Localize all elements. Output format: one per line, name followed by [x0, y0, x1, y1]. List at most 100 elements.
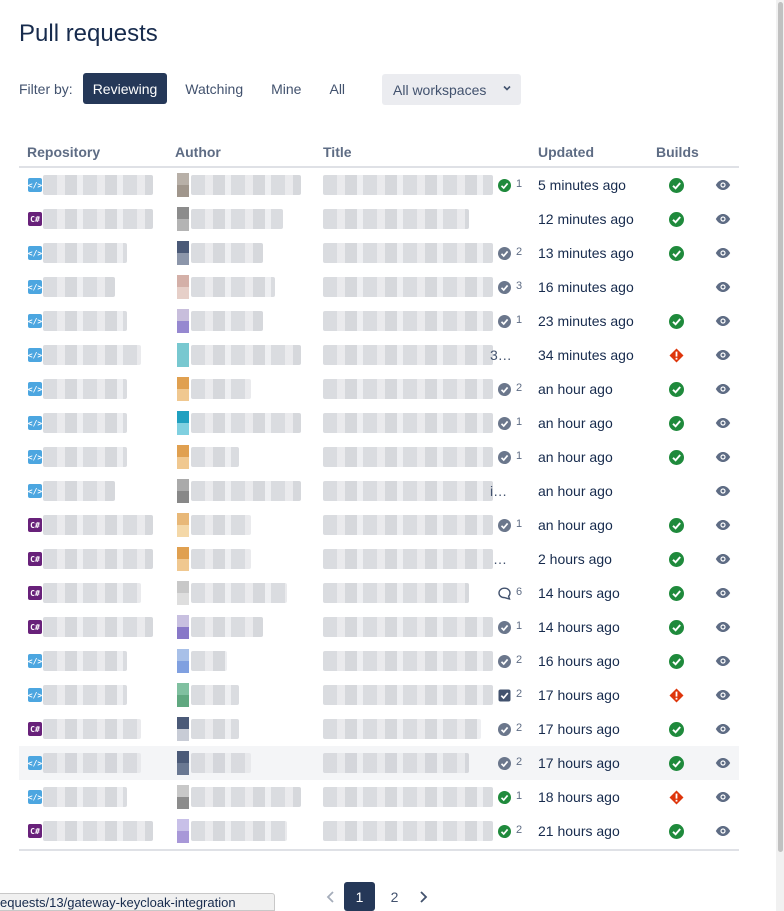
eye-icon[interactable]: [715, 247, 731, 259]
repository-name-redacted[interactable]: [43, 821, 153, 841]
repository-name-redacted[interactable]: [43, 719, 141, 739]
eye-icon[interactable]: [715, 383, 731, 395]
workspace-select[interactable]: All workspaces: [382, 74, 521, 105]
pr-title-redacted[interactable]: [323, 821, 493, 841]
repository-name-redacted[interactable]: [43, 379, 127, 399]
repository-name-redacted[interactable]: [43, 753, 141, 773]
author-name-redacted: [191, 617, 263, 637]
table-row[interactable]: </> 1 18 hours ago: [19, 780, 739, 814]
table-row[interactable]: </> 2 an hour ago: [19, 372, 739, 406]
eye-icon[interactable]: [715, 757, 731, 769]
eye-icon[interactable]: [715, 213, 731, 225]
pr-title-redacted[interactable]: [323, 277, 493, 297]
page-1-button[interactable]: 1: [344, 882, 375, 911]
repository-name-redacted[interactable]: [43, 311, 127, 331]
table-row[interactable]: </> i… an hour ago: [19, 474, 739, 508]
pr-title-redacted[interactable]: [323, 413, 493, 433]
pr-title-redacted[interactable]: [323, 549, 493, 569]
repository-name-redacted[interactable]: [43, 787, 127, 807]
filter-watching-button[interactable]: Watching: [175, 73, 253, 104]
scrollbar-thumb[interactable]: [778, 2, 783, 852]
table-row[interactable]: C# 2 17 hours ago: [19, 712, 739, 746]
eye-icon[interactable]: [715, 315, 731, 327]
eye-icon[interactable]: [715, 451, 731, 463]
pr-title-redacted[interactable]: [323, 243, 493, 263]
eye-icon[interactable]: [715, 791, 731, 803]
repository-name-redacted[interactable]: [43, 413, 127, 433]
pr-title-redacted[interactable]: [323, 447, 493, 467]
table-row[interactable]: </> 3… 34 minutes ago: [19, 338, 739, 372]
pr-title-redacted[interactable]: [323, 787, 493, 807]
pr-title-redacted[interactable]: [323, 311, 493, 331]
repository-name-redacted[interactable]: [43, 685, 127, 705]
table-row[interactable]: </> 1 an hour ago: [19, 406, 739, 440]
eye-icon[interactable]: [715, 485, 731, 497]
repository-name-redacted[interactable]: [43, 175, 153, 195]
repository-name-redacted[interactable]: [43, 515, 153, 535]
column-builds[interactable]: Builds: [656, 144, 699, 160]
table-row[interactable]: </> 1 5 minutes ago: [19, 168, 739, 202]
filter-reviewing-button[interactable]: Reviewing: [82, 73, 168, 104]
next-page-button[interactable]: [412, 882, 434, 911]
table-row[interactable]: </> 2 17 hours ago: [19, 746, 739, 780]
page-2-button[interactable]: 2: [390, 888, 399, 905]
repository-name-redacted[interactable]: [43, 243, 127, 263]
pr-title-redacted[interactable]: [323, 685, 493, 705]
pr-title-redacted[interactable]: [323, 651, 493, 671]
repository-name-redacted[interactable]: [43, 617, 153, 637]
pr-title-redacted[interactable]: [323, 719, 481, 739]
table-row[interactable]: C# 6 14 hours ago: [19, 576, 739, 610]
table-row[interactable]: C# 2 21 hours ago: [19, 814, 739, 848]
pr-title-redacted[interactable]: [323, 481, 493, 501]
repository-name-redacted[interactable]: [43, 549, 153, 569]
eye-icon[interactable]: [715, 179, 731, 191]
repository-name-redacted[interactable]: [43, 447, 127, 467]
eye-icon[interactable]: [715, 723, 731, 735]
table-row[interactable]: </> 1 23 minutes ago: [19, 304, 739, 338]
pr-title-redacted[interactable]: [323, 583, 469, 603]
table-row[interactable]: C# 12 minutes ago: [19, 202, 739, 236]
pr-title-redacted[interactable]: [323, 753, 469, 773]
check-circle-gray-icon: [498, 417, 511, 430]
table-row[interactable]: C# 1 an hour ago: [19, 508, 739, 542]
table-row[interactable]: </> 2 17 hours ago: [19, 678, 739, 712]
repository-name-redacted[interactable]: [43, 481, 115, 501]
repository-name-redacted[interactable]: [43, 209, 153, 229]
repository-name-redacted[interactable]: [43, 651, 127, 671]
eye-icon[interactable]: [715, 587, 731, 599]
eye-icon[interactable]: [715, 655, 731, 667]
column-updated[interactable]: Updated: [538, 144, 594, 160]
table-row[interactable]: </> 2 13 minutes ago: [19, 236, 739, 270]
eye-icon[interactable]: [715, 519, 731, 531]
table-row[interactable]: C# … 2 hours ago: [19, 542, 739, 576]
eye-icon[interactable]: [715, 417, 731, 429]
eye-icon[interactable]: [715, 349, 731, 361]
pr-title-redacted[interactable]: [323, 379, 493, 399]
eye-icon[interactable]: [715, 689, 731, 701]
pr-title-redacted[interactable]: [323, 515, 493, 535]
table-row[interactable]: </> 2 16 hours ago: [19, 644, 739, 678]
repository-name-redacted[interactable]: [43, 583, 141, 603]
activity-count: 1: [516, 178, 523, 190]
repository-name-redacted[interactable]: [43, 277, 115, 297]
eye-icon[interactable]: [715, 825, 731, 837]
pr-title-redacted[interactable]: [323, 617, 493, 637]
filter-mine-button[interactable]: Mine: [261, 73, 311, 104]
column-title[interactable]: Title: [323, 144, 352, 160]
eye-icon[interactable]: [715, 621, 731, 633]
csharp-repo-icon: C#: [28, 620, 42, 634]
column-author[interactable]: Author: [175, 144, 221, 160]
eye-icon[interactable]: [715, 553, 731, 565]
pr-title-redacted[interactable]: [323, 345, 493, 365]
pr-title-redacted[interactable]: [323, 209, 469, 229]
column-repository[interactable]: Repository: [27, 144, 101, 160]
previous-page-button[interactable]: [320, 882, 342, 911]
eye-icon[interactable]: [715, 281, 731, 293]
table-row[interactable]: C# 1 14 hours ago: [19, 610, 739, 644]
table-row[interactable]: </> 3 16 minutes ago: [19, 270, 739, 304]
pr-title-redacted[interactable]: [323, 175, 493, 195]
table-row[interactable]: </> 1 an hour ago: [19, 440, 739, 474]
repository-name-redacted[interactable]: [43, 345, 141, 365]
scrollbar[interactable]: [776, 0, 784, 911]
filter-all-button[interactable]: All: [319, 73, 355, 104]
